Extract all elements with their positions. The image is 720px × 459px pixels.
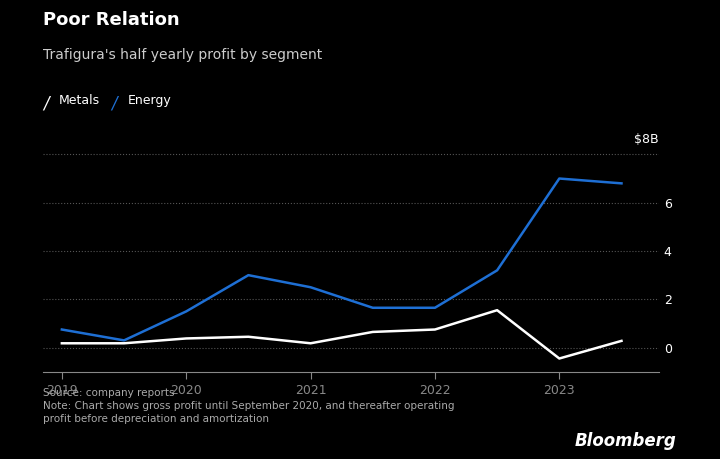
Text: Poor Relation: Poor Relation (43, 11, 180, 29)
Text: Metals: Metals (59, 94, 100, 107)
Text: $8B: $8B (634, 133, 659, 146)
Text: Source: company reports
Note: Chart shows gross profit until September 2020, and: Source: company reports Note: Chart show… (43, 388, 455, 424)
Text: Energy: Energy (127, 94, 171, 107)
Text: Trafigura's half yearly profit by segment: Trafigura's half yearly profit by segmen… (43, 48, 323, 62)
Text: /: / (43, 94, 49, 112)
Text: Bloomberg: Bloomberg (575, 432, 677, 450)
Text: /: / (112, 94, 117, 112)
